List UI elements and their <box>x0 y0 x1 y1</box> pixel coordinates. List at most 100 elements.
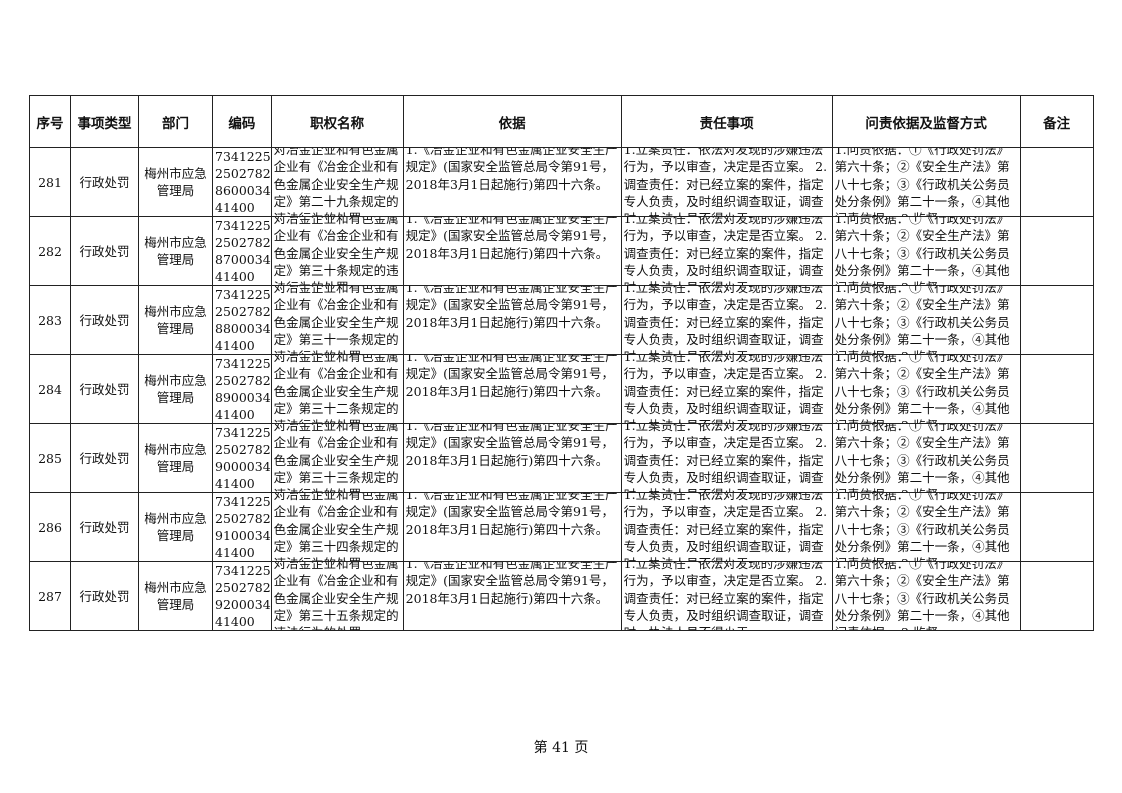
cell-duty: 1.立案责任：依法对发现的涉嫌违法行为，予以审查，决定是否立案。 2.调查责任：… <box>620 423 833 493</box>
cell-type: 行政处罚 <box>70 492 139 562</box>
table-row: 281 行政处罚 梅州市应急管理局 7341225 2502782 8600034 4140… <box>29 147 1094 217</box>
accountability-text: 1.问责依据：①《行政处罚法》第六十条；②《安全生产法》第八十七条；③《行政机关… <box>834 355 1010 423</box>
code-line: 41400 <box>215 407 255 422</box>
cell-duty: 1.立案责任：依法对发现的涉嫌违法行为，予以审查，决定是否立案。 2.调查责任：… <box>620 561 833 631</box>
code-line: 2502782 <box>215 166 271 181</box>
header-no: 序号 <box>29 95 71 148</box>
cell-basis: 1.《冶金企业和有色金属企业安全生产规定》(国家安全监管总局令第91号，2018… <box>402 492 622 562</box>
cell-dept: 梅州市应急管理局 <box>138 561 213 631</box>
duty-text: 1.立案责任：依法对发现的涉嫌违法行为，予以审查，决定是否立案。 2.调查责任：… <box>623 286 828 354</box>
code-line: 2502782 <box>215 580 271 595</box>
header-code: 编码 <box>212 95 272 148</box>
header-note: 备注 <box>1019 95 1094 148</box>
cell-no: 283 <box>29 285 71 355</box>
header-name: 职权名称 <box>270 95 404 148</box>
accountability-text: 1.问责依据：①《行政处罚法》第六十条；②《安全生产法》第八十七条；③《行政机关… <box>834 562 1010 630</box>
accountability-text: 1.问责依据：①《行政处罚法》第六十条；②《安全生产法》第八十七条；③《行政机关… <box>834 217 1010 285</box>
code-line: 8900034 <box>215 390 271 405</box>
code-line: 8600034 <box>215 183 271 198</box>
header-accountability: 问责依据及监督方式 <box>831 95 1021 148</box>
code-line: 9100034 <box>215 528 271 543</box>
cell-no: 282 <box>29 216 71 286</box>
code-line: 41400 <box>215 269 255 284</box>
cell-name: 对冶金企业和有色金属企业有《冶金企业和有色金属企业安全生产规定》第三十五条规定的… <box>270 561 404 631</box>
table-header-row: 序号 事项类型 部门 编码 职权名称 依据 责任事项 问责依据及监督方式 备注 <box>29 95 1094 148</box>
cell-note <box>1019 561 1094 631</box>
cell-name: 对冶金企业和有色金属企业有《冶金企业和有色金属企业安全生产规定》第三十一条规定的… <box>270 285 404 355</box>
code-line: 41400 <box>215 338 255 353</box>
code-line: 2502782 <box>215 511 271 526</box>
cell-note <box>1019 147 1094 217</box>
cell-dept: 梅州市应急管理局 <box>138 216 213 286</box>
name-text: 对冶金企业和有色金属企业有《冶金企业和有色金属企业安全生产规定》第三十条规定的违… <box>273 217 399 285</box>
cell-duty: 1.立案责任：依法对发现的涉嫌违法行为，予以审查，决定是否立案。 2.调查责任：… <box>620 216 833 286</box>
code-line: 2502782 <box>215 373 271 388</box>
cell-code: 7341225 2502782 9100034 41400 <box>212 492 272 562</box>
code-line: 7341225 <box>215 356 271 371</box>
cell-no: 285 <box>29 423 71 493</box>
dept-text: 梅州市应急管理局 <box>144 304 207 336</box>
cell-no: 284 <box>29 354 71 424</box>
code-line: 7341225 <box>215 149 271 164</box>
cell-dept: 梅州市应急管理局 <box>138 147 213 217</box>
name-text: 对冶金企业和有色金属企业有《冶金企业和有色金属企业安全生产规定》第三十一条规定的… <box>273 286 399 354</box>
code-line: 2502782 <box>215 235 271 250</box>
cell-type: 行政处罚 <box>70 147 139 217</box>
duty-text: 1.立案责任：依法对发现的涉嫌违法行为，予以审查，决定是否立案。 2.调查责任：… <box>623 562 828 630</box>
table-row: 285 行政处罚 梅州市应急管理局 7341225 2502782 9000034 4140… <box>29 423 1094 493</box>
cell-basis: 1.《冶金企业和有色金属企业安全生产规定》(国家安全监管总局令第91号，2018… <box>402 354 622 424</box>
cell-accountability: 1.问责依据：①《行政处罚法》第六十条；②《安全生产法》第八十七条；③《行政机关… <box>831 423 1021 493</box>
cell-note <box>1019 492 1094 562</box>
accountability-text: 1.问责依据：①《行政处罚法》第六十条；②《安全生产法》第八十七条；③《行政机关… <box>834 286 1010 354</box>
code-line: 41400 <box>215 476 255 491</box>
table-row: 283 行政处罚 梅州市应急管理局 7341225 2502782 8800034 4140… <box>29 285 1094 355</box>
code-line: 7341225 <box>215 494 271 509</box>
name-text: 对冶金企业和有色金属企业有《冶金企业和有色金属企业安全生产规定》第二十九条规定的… <box>273 148 399 216</box>
basis-text: 1.《冶金企业和有色金属企业安全生产规定》(国家安全监管总局令第91号，2018… <box>405 148 618 192</box>
cell-note <box>1019 354 1094 424</box>
page-number: 第 41 页 <box>533 740 589 756</box>
cell-code: 7341225 2502782 8600034 41400 <box>212 147 272 217</box>
cell-type: 行政处罚 <box>70 285 139 355</box>
table-row: 286 行政处罚 梅州市应急管理局 7341225 2502782 9100034 4140… <box>29 492 1094 562</box>
table-row: 284 行政处罚 梅州市应急管理局 7341225 2502782 8900034 4140… <box>29 354 1094 424</box>
cell-duty: 1.立案责任：依法对发现的涉嫌违法行为，予以审查，决定是否立案。 2.调查责任：… <box>620 285 833 355</box>
dept-text: 梅州市应急管理局 <box>144 373 207 405</box>
code-line: 7341225 <box>215 425 271 440</box>
name-text: 对冶金企业和有色金属企业有《冶金企业和有色金属企业安全生产规定》第三十二条规定的… <box>273 355 399 423</box>
header-duty: 责任事项 <box>620 95 833 148</box>
cell-code: 7341225 2502782 8700034 41400 <box>212 216 272 286</box>
code-line: 8700034 <box>215 252 271 267</box>
cell-note <box>1019 423 1094 493</box>
code-line: 9000034 <box>215 459 271 474</box>
code-line: 2502782 <box>215 442 271 457</box>
cell-basis: 1.《冶金企业和有色金属企业安全生产规定》(国家安全监管总局令第91号，2018… <box>402 285 622 355</box>
cell-dept: 梅州市应急管理局 <box>138 492 213 562</box>
code-line: 41400 <box>215 200 255 215</box>
table-row: 287 行政处罚 梅州市应急管理局 7341225 2502782 9200034 4140… <box>29 561 1094 631</box>
basis-text: 1.《冶金企业和有色金属企业安全生产规定》(国家安全监管总局令第91号，2018… <box>405 286 618 330</box>
cell-name: 对冶金企业和有色金属企业有《冶金企业和有色金属企业安全生产规定》第二十九条规定的… <box>270 147 404 217</box>
duty-text: 1.立案责任：依法对发现的涉嫌违法行为，予以审查，决定是否立案。 2.调查责任：… <box>623 493 828 561</box>
name-text: 对冶金企业和有色金属企业有《冶金企业和有色金属企业安全生产规定》第三十三条规定的… <box>273 424 399 492</box>
cell-no: 287 <box>29 561 71 631</box>
cell-code: 7341225 2502782 8900034 41400 <box>212 354 272 424</box>
cell-accountability: 1.问责依据：①《行政处罚法》第六十条；②《安全生产法》第八十七条；③《行政机关… <box>831 216 1021 286</box>
table-row: 282 行政处罚 梅州市应急管理局 7341225 2502782 8700034 4140… <box>29 216 1094 286</box>
dept-text: 梅州市应急管理局 <box>144 580 207 612</box>
cell-type: 行政处罚 <box>70 423 139 493</box>
cell-dept: 梅州市应急管理局 <box>138 285 213 355</box>
duty-text: 1.立案责任：依法对发现的涉嫌违法行为，予以审查，决定是否立案。 2.调查责任：… <box>623 424 828 492</box>
name-text: 对冶金企业和有色金属企业有《冶金企业和有色金属企业安全生产规定》第三十四条规定的… <box>273 493 399 561</box>
cell-name: 对冶金企业和有色金属企业有《冶金企业和有色金属企业安全生产规定》第三十四条规定的… <box>270 492 404 562</box>
header-basis: 依据 <box>402 95 622 148</box>
cell-duty: 1.立案责任：依法对发现的涉嫌违法行为，予以审查，决定是否立案。 2.调查责任：… <box>620 147 833 217</box>
accountability-text: 1.问责依据：①《行政处罚法》第六十条；②《安全生产法》第八十七条；③《行政机关… <box>834 148 1010 216</box>
dept-text: 梅州市应急管理局 <box>144 442 207 474</box>
basis-text: 1.《冶金企业和有色金属企业安全生产规定》(国家安全监管总局令第91号，2018… <box>405 424 618 468</box>
cell-no: 286 <box>29 492 71 562</box>
basis-text: 1.《冶金企业和有色金属企业安全生产规定》(国家安全监管总局令第91号，2018… <box>405 355 618 399</box>
code-line: 2502782 <box>215 304 271 319</box>
cell-basis: 1.《冶金企业和有色金属企业安全生产规定》(国家安全监管总局令第91号，2018… <box>402 423 622 493</box>
cell-note <box>1019 285 1094 355</box>
